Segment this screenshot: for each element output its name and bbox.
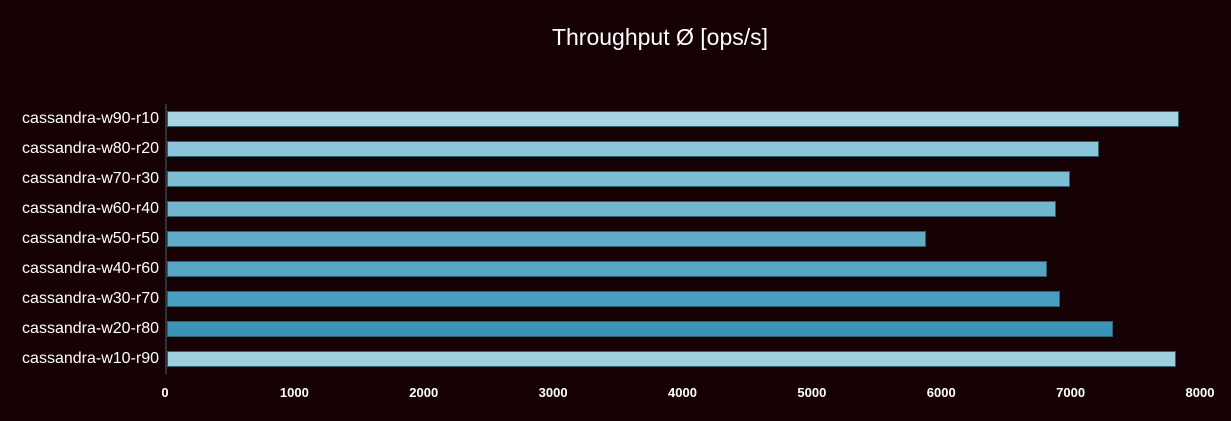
x-tick-label: 8000 — [1185, 385, 1215, 400]
category-label: cassandra-w90-r10 — [22, 110, 159, 127]
bar-cassandra-w50-r50 — [167, 231, 927, 247]
x-tick-label: 5000 — [797, 385, 827, 400]
x-tick-label: 2000 — [409, 385, 439, 400]
x-tick-label: 1000 — [279, 385, 309, 400]
category-label: cassandra-w20-r80 — [22, 320, 159, 337]
category-label: cassandra-w30-r70 — [22, 290, 159, 307]
bar-cassandra-w40-r60 — [167, 261, 1047, 277]
category-label: cassandra-w10-r90 — [22, 350, 159, 367]
category-label: cassandra-w70-r30 — [22, 170, 159, 187]
category-label: cassandra-w40-r60 — [22, 260, 159, 277]
bar-cassandra-w90-r10 — [167, 111, 1179, 127]
bar-row — [167, 314, 1202, 344]
bar-cassandra-w30-r70 — [167, 291, 1060, 307]
x-axis-tick-labels: 0 1000 2000 3000 4000 5000 6000 7000 8000 — [161, 374, 1214, 404]
bar-row — [167, 194, 1202, 224]
x-tick-label: 3000 — [538, 385, 568, 400]
bar-row — [167, 344, 1202, 374]
x-tick-label: 4000 — [668, 385, 697, 400]
bar-cassandra-w20-r80 — [167, 321, 1113, 337]
chart-title: Throughput Ø [ops/s] — [551, 24, 769, 50]
bar-row — [167, 284, 1202, 314]
y-axis-category-labels: cassandra-w90-r10 cassandra-w80-r20 cassan… — [0, 104, 159, 374]
category-label: cassandra-w80-r20 — [22, 140, 159, 157]
bar-cassandra-w60-r40 — [167, 201, 1056, 217]
bar-cassandra-w80-r20 — [167, 141, 1099, 157]
bars-container — [165, 104, 1202, 374]
x-tick-label: 6000 — [926, 385, 956, 400]
x-tick-label: 0 — [161, 385, 169, 400]
bar-cassandra-w70-r30 — [167, 171, 1071, 187]
bar-row — [167, 134, 1202, 164]
bar-row — [167, 164, 1202, 194]
bar-row — [167, 104, 1202, 134]
category-label: cassandra-w60-r40 — [22, 200, 159, 217]
x-tick-label: 7000 — [1056, 385, 1086, 400]
plot-area: cassandra-w90-r10 cassandra-w80-r20 cassan… — [22, 104, 1214, 400]
bar-row — [167, 224, 1202, 254]
bar-cassandra-w10-r90 — [167, 351, 1177, 367]
bar-row — [167, 254, 1202, 284]
category-label: cassandra-w50-r50 — [22, 230, 159, 247]
